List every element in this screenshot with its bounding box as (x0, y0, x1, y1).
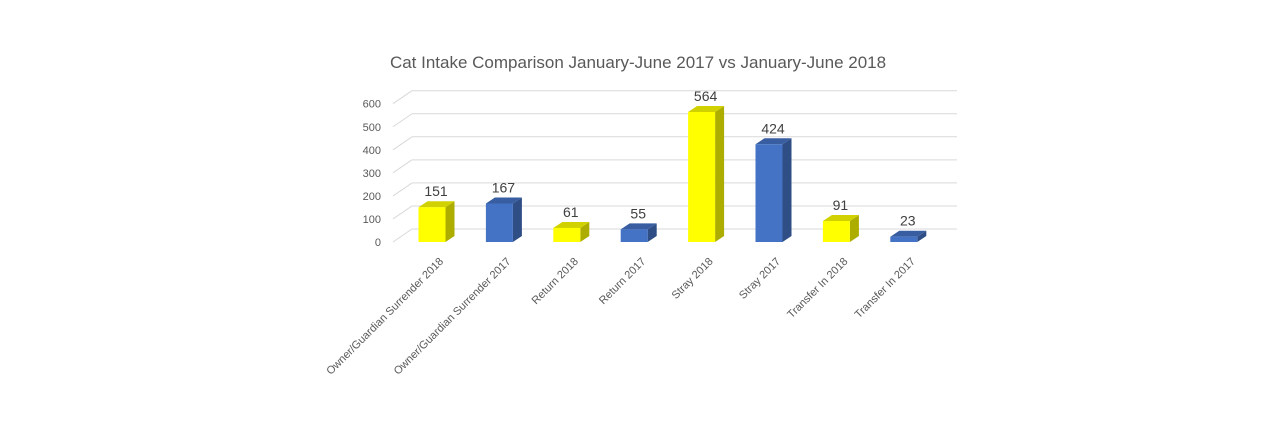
bar (553, 221, 590, 242)
bar (890, 230, 927, 242)
bar-side (580, 221, 590, 242)
gridline-side (392, 159, 413, 174)
bar-side (917, 230, 927, 242)
category-label: Stray 2018 (670, 256, 716, 302)
data-label: 151 (424, 183, 448, 199)
bar-side (512, 197, 522, 242)
bar-top (418, 201, 455, 208)
data-label: 23 (900, 213, 916, 229)
bar-top (755, 138, 792, 145)
bar-top (890, 230, 927, 237)
category-label: Transfer In 2018 (785, 256, 850, 321)
y-tick-label: 400 (363, 145, 381, 157)
bar (620, 223, 657, 242)
category-label: Stray 2017 (737, 256, 783, 302)
bar (418, 201, 455, 242)
category-label: Owner/Guardian Surrender 2017 (392, 256, 514, 378)
y-tick-label: 0 (375, 237, 381, 249)
bar-front (485, 203, 513, 242)
bar-top (688, 105, 725, 112)
bar-front (890, 236, 918, 242)
bar-side (782, 138, 792, 242)
bar (755, 138, 792, 242)
y-tick-label: 200 (363, 191, 381, 203)
gridline-side (392, 136, 413, 151)
bar-front (418, 207, 446, 242)
y-tick-label: 300 (363, 168, 381, 180)
gridline-side (392, 205, 413, 220)
bar-side (445, 201, 455, 242)
bar-side (849, 215, 859, 242)
bar-front (688, 111, 716, 242)
bar-front (755, 144, 783, 242)
data-label: 55 (630, 205, 646, 221)
bar-side (715, 105, 725, 242)
chart-title: Cat Intake Comparison January-June 2017 … (390, 53, 886, 72)
bar (485, 197, 522, 242)
bar-front (620, 229, 648, 242)
data-labels: 151 167 61 55 564 424 91 23 (424, 88, 915, 229)
bar-top (485, 197, 522, 204)
y-tick-label: 600 (363, 99, 381, 111)
data-label: 167 (492, 180, 516, 196)
data-label: 424 (761, 120, 785, 136)
bar-top (620, 223, 657, 230)
category-label: Owner/Guardian Surrender 2018 (324, 256, 446, 378)
bar (688, 105, 725, 242)
y-tick-label: 500 (363, 122, 381, 134)
gridline-side (392, 113, 413, 128)
bar-top (553, 221, 590, 228)
y-axis-ticks: 0 100 200 300 400 500 600 (363, 99, 381, 249)
data-label: 91 (833, 197, 849, 213)
gridline-side (392, 228, 413, 243)
bar-front (822, 221, 850, 242)
bar-side (647, 223, 657, 242)
bars (418, 105, 927, 242)
category-label: Transfer In 2017 (853, 256, 918, 321)
gridline-side (392, 182, 413, 197)
data-label: 61 (563, 204, 579, 220)
bar-top (822, 215, 859, 222)
bar-front (553, 227, 581, 242)
gridline-side (392, 90, 413, 105)
bar (822, 215, 859, 242)
data-label: 564 (694, 88, 718, 104)
category-label: Return 2018 (530, 256, 581, 307)
y-tick-label: 100 (363, 214, 381, 226)
gridlines (392, 90, 957, 243)
x-axis-labels: Owner/Guardian Surrender 2018Owner/Guard… (324, 256, 918, 378)
category-label: Return 2017 (597, 256, 648, 307)
